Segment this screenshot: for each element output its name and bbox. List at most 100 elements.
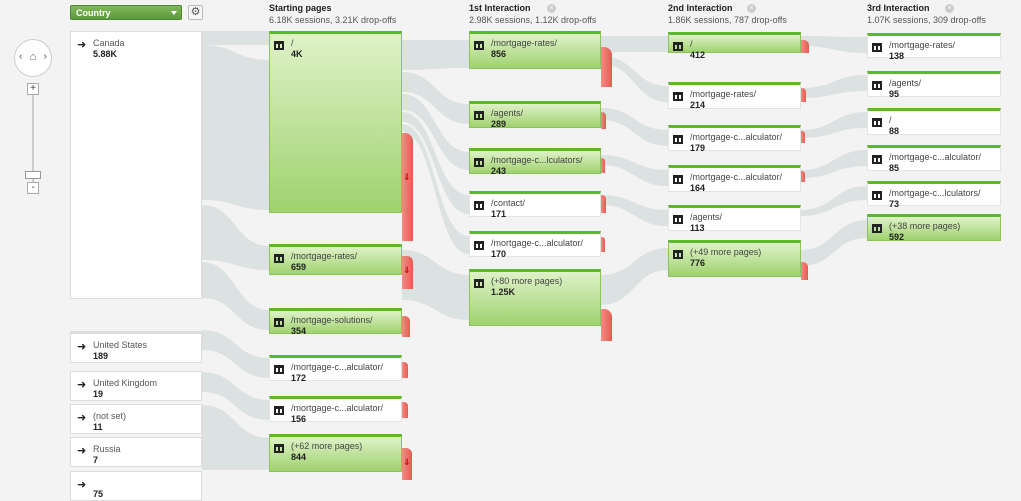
page-sessions: 138 [889,51,905,61]
page-node[interactable]: /mortgage-c...lculators/ 73 [867,181,1001,209]
page-node[interactable]: /contact/ 171 [469,191,601,219]
dropoff-bar[interactable] [402,316,410,337]
page-icon [872,81,882,90]
page-node[interactable]: (+80 more pages) 1.25K [469,269,601,326]
page-name: /mortgage-rates/ [690,89,757,99]
close-icon[interactable]: × [747,4,756,13]
dropoff-bar[interactable] [801,171,805,182]
country-node[interactable]: ➜ (not set) 11 [70,404,202,434]
page-node[interactable]: /mortgage-c...alculator/ 85 [867,145,1001,173]
dropoff-bar[interactable] [801,40,809,53]
flow-link[interactable] [402,250,469,320]
chevron-down-icon [171,11,177,15]
dropoff-bar[interactable] [402,362,408,378]
page-node[interactable]: /mortgage-rates/ 856 [469,31,601,69]
country-value: 189 [93,351,109,361]
page-node[interactable]: /mortgage-c...alculator/ 164 [668,165,801,193]
flow-link[interactable] [202,372,269,420]
page-sessions: 170 [491,249,507,259]
zoom-slider-track[interactable] [32,95,34,182]
flow-link[interactable] [601,248,668,305]
dropoff-bar[interactable] [402,448,412,480]
page-name: /mortgage-c...alculator/ [291,362,384,372]
page-node[interactable]: /mortgage-rates/ 214 [668,82,801,110]
pan-right-icon[interactable]: › [43,51,47,62]
flow-link[interactable] [402,72,469,124]
dropoff-bar[interactable] [402,133,413,241]
gear-icon[interactable]: ⚙ [188,5,203,20]
dropoff-bar[interactable] [801,88,806,102]
dimension-dropdown[interactable]: Country [70,5,182,20]
dropoff-bar[interactable] [601,195,606,213]
page-node[interactable]: /mortgage-c...alculator/ 170 [469,231,601,259]
flow-link[interactable] [402,40,469,70]
country-node[interactable]: ➜ Canada 5.88K [70,31,202,299]
flow-link[interactable] [601,108,668,146]
flow-link[interactable] [601,195,668,226]
close-icon[interactable]: × [547,4,556,13]
flow-link[interactable] [402,112,469,214]
flow-link[interactable] [202,45,269,210]
page-node[interactable]: /agents/ 289 [469,101,601,129]
dropoff-bar[interactable] [601,158,605,173]
page-name: /mortgage-c...alculator/ [291,403,384,413]
dropoff-arrow-icon: ⇓ [403,172,411,182]
page-node[interactable]: /mortgage-c...alculator/ 179 [668,125,801,153]
flow-link[interactable] [801,186,867,216]
flow-link[interactable] [202,330,269,378]
dropoff-bar[interactable] [601,112,606,129]
flow-link[interactable] [202,205,269,270]
page-node[interactable]: (+49 more pages) 776 [668,240,801,277]
dropoff-bar[interactable] [601,47,612,87]
country-node[interactable]: ➜ Russia 7 [70,437,202,467]
page-node[interactable]: (+38 more pages) 592 [867,214,1001,242]
page-node[interactable]: /mortgage-rates/ 138 [867,33,1001,61]
page-node[interactable]: / 412 [668,32,801,60]
close-icon[interactable]: × [945,4,954,13]
flow-link[interactable] [801,220,867,266]
page-node[interactable]: / 88 [867,108,1001,136]
page-sessions: 776 [690,258,706,268]
dropoff-bar[interactable] [601,309,612,341]
zoom-in-button[interactable]: + [27,83,39,95]
country-node[interactable]: ➜ United Kingdom 19 [70,371,202,401]
flow-link[interactable] [601,155,668,186]
pan-left-icon[interactable]: ‹ [19,51,23,62]
flow-link[interactable] [202,31,269,45]
page-node[interactable]: /mortgage-c...alculator/ 172 [269,355,402,383]
flow-link[interactable] [202,405,269,470]
pan-control[interactable]: ‹ ⌂ › [14,39,52,77]
page-node[interactable]: /mortgage-solutions/ 354 [269,308,402,336]
country-node[interactable]: ➜ United States 189 [70,331,202,363]
dropoff-bar[interactable] [402,402,408,418]
dropoff-bar[interactable] [801,131,805,143]
flow-link[interactable] [601,56,668,102]
flow-link[interactable] [801,75,867,98]
flow-link[interactable] [202,262,269,330]
flow-link[interactable] [402,124,469,254]
column-subtitle: 1.07K sessions, 309 drop-offs [867,15,986,25]
dropoff-bar[interactable] [402,256,413,289]
dropoff-bar[interactable] [601,237,605,252]
flow-link[interactable] [801,150,867,178]
page-node[interactable]: /mortgage-c...lculators/ 243 [469,148,601,176]
home-icon[interactable]: ⌂ [29,51,37,63]
page-node[interactable]: /mortgage-rates/ 659 [269,244,402,275]
page-node[interactable]: / 4K [269,31,402,213]
flow-link[interactable] [402,94,469,170]
page-icon [673,215,683,224]
page-name: /mortgage-c...lculators/ [889,188,981,198]
country-node[interactable]: ➜ 75 [70,471,202,501]
dropoff-bar[interactable] [801,262,808,280]
zoom-slider-handle[interactable] [25,171,41,179]
flow-link[interactable] [801,112,867,138]
column-title: 1st Interaction [469,3,531,13]
flow-link[interactable] [801,36,867,53]
zoom-out-button[interactable]: - [27,182,39,194]
page-node[interactable]: /mortgage-c...alculator/ 156 [269,396,402,424]
dropoff-arrow-icon: ⇓ [403,265,411,275]
page-node[interactable]: /agents/ 95 [867,71,1001,99]
flow-link[interactable] [601,36,668,52]
page-node[interactable]: /agents/ 113 [668,205,801,233]
page-node[interactable]: (+62 more pages) 844 [269,434,402,472]
